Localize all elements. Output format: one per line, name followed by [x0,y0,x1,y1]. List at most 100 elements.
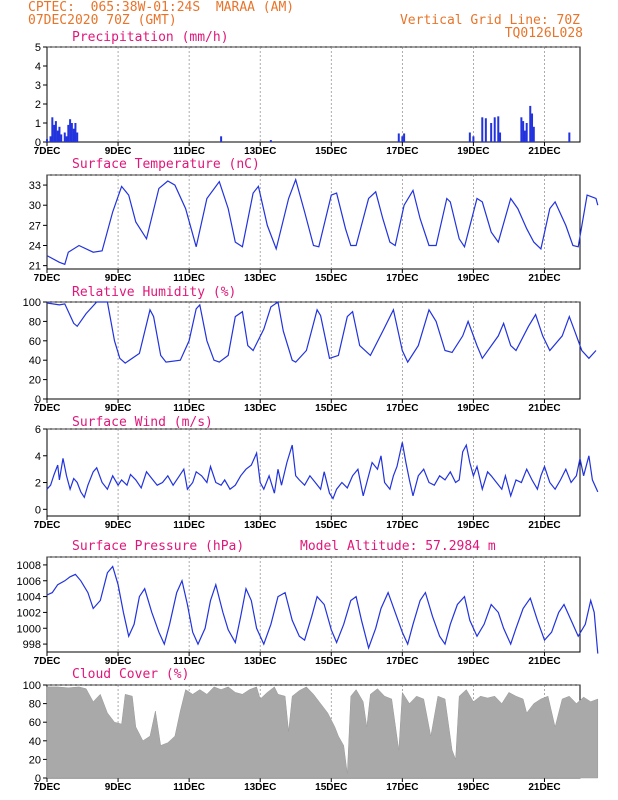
rh-y-tick-label: 80 [29,316,41,328]
rh-title: Relative Humidity (%) [72,285,236,300]
pres-y-tick-label: 1004 [17,592,41,604]
precip-bar [520,117,523,142]
rh-y-tick-label: 40 [29,355,41,367]
rh-x-tick-label: 19DEC [457,403,489,414]
cloud-x-tick-label: 19DEC [457,782,489,793]
precip-bar [51,117,54,142]
precip-bar [46,139,48,142]
rh-y-tick-label: 100 [23,297,41,309]
precip-x-tick-label: 11DEC [173,146,205,157]
wind-x-tick-label: 9DEC [105,520,132,531]
precip-x-tick-label: 21DEC [528,146,560,157]
rh-series-line [46,300,597,364]
temp-y-tick-label: 27 [29,220,41,232]
temp-plot-frame [46,174,581,270]
wind-x-tick-label: 13DEC [244,520,276,531]
precip-x-tick-label: 7DEC [34,146,61,157]
cloud-x-tick-label: 7DEC [34,782,61,793]
cloud-y-tick-label: 40 [29,736,41,748]
precip-bar [67,124,70,142]
wind-x-tick-label: 17DEC [386,520,418,531]
header-station: CPTEC: 065:38W-01:24S MARAA (AM) [28,0,295,15]
cloud-area [46,686,599,779]
rh-y-tick-label: 20 [29,375,41,387]
precip-x-tick-label: 19DEC [457,146,489,157]
wind-plot-frame [46,428,581,517]
precip-bar [63,132,66,142]
precip-bar [56,130,59,142]
rh-x-tick-label: 13DEC [244,403,276,414]
precip-y-tick-label: 2 [35,99,41,111]
pres-x-tick-label: 17DEC [386,656,418,667]
pres-x-tick-label: 7DEC [34,656,61,667]
wind-y-tick-label: 2 [35,478,41,490]
cloud-x-tick-label: 17DEC [386,782,418,793]
cloud-y-tick-label: 100 [23,680,41,692]
precip-bar [74,123,77,142]
precip-x-tick-label: 9DEC [105,146,132,157]
precip-bar [568,132,571,142]
temp-x-tick-label: 13DEC [244,273,276,284]
precip-bar [49,136,52,142]
rh-x-tick-label: 7DEC [34,403,61,414]
pres-y-tick-label: 1006 [17,576,41,588]
precip-bar [531,113,534,142]
temp-x-tick-label: 7DEC [34,273,61,284]
header-grid-note: Vertical Grid Line: 70Z [399,13,580,28]
precip-bar [69,119,72,142]
precip-bar [468,132,471,142]
pres-x-tick-label: 13DEC [244,656,276,667]
cloud-y-tick-label: 80 [29,699,41,711]
precip-bar [493,117,496,142]
wind-x-tick-label: 21DEC [528,520,560,531]
wind-series-line [46,442,599,500]
precip-bar [401,136,404,142]
temp-title: Surface Temperature (nC) [72,157,260,172]
precip-bar [499,132,502,142]
precip-bar [532,126,535,142]
precip-bar [529,105,532,142]
wind-y-tick-label: 0 [35,504,41,516]
precip-bar [220,136,223,142]
precip-bar [497,116,500,142]
rh-plot-frame [46,301,581,400]
precip-bar [481,117,484,142]
precip-bar [403,133,406,142]
pres-annotation: Model Altitude: 57.2984 m [300,539,496,554]
precip-x-tick-label: 17DEC [386,146,418,157]
rh-x-tick-label: 17DEC [386,403,418,414]
precip-bar [523,130,526,142]
rh-x-tick-label: 21DEC [528,403,560,414]
wind-x-tick-label: 15DEC [315,520,347,531]
rh-x-tick-label: 9DEC [105,403,132,414]
rh-x-tick-label: 11DEC [173,403,205,414]
header-model-id: TQ0126L028 [504,26,583,41]
cloud-x-tick-label: 15DEC [315,782,347,793]
wind-x-tick-label: 19DEC [457,520,489,531]
precip-bar [70,123,73,142]
precip-title: Precipitation (mm/h) [72,30,229,45]
pres-x-tick-label: 11DEC [173,656,205,667]
pres-x-tick-label: 19DEC [457,656,489,667]
cloud-x-tick-label: 9DEC [105,782,132,793]
rh-y-tick-label: 60 [29,336,41,348]
rh-x-tick-label: 15DEC [315,403,347,414]
precip-plot-frame [46,46,581,143]
precip-bar [65,136,68,142]
cloud-y-tick-label: 60 [29,717,41,729]
precip-bar [522,121,525,142]
precip-bar [397,133,400,142]
pres-y-tick-label: 1000 [17,623,41,635]
pres-y-tick-label: 1002 [17,607,41,619]
precip-y-tick-label: 4 [35,61,41,73]
precip-bar [76,132,79,142]
wind-x-tick-label: 11DEC [173,520,205,531]
precip-y-tick-label: 1 [35,118,41,130]
precip-bar [72,128,75,142]
precip-bar [472,136,475,142]
pres-y-tick-label: 998 [23,639,41,651]
pres-plot-frame [46,556,581,653]
precip-y-tick-label: 3 [35,80,41,92]
cloud-y-tick-label: 0 [35,773,41,785]
